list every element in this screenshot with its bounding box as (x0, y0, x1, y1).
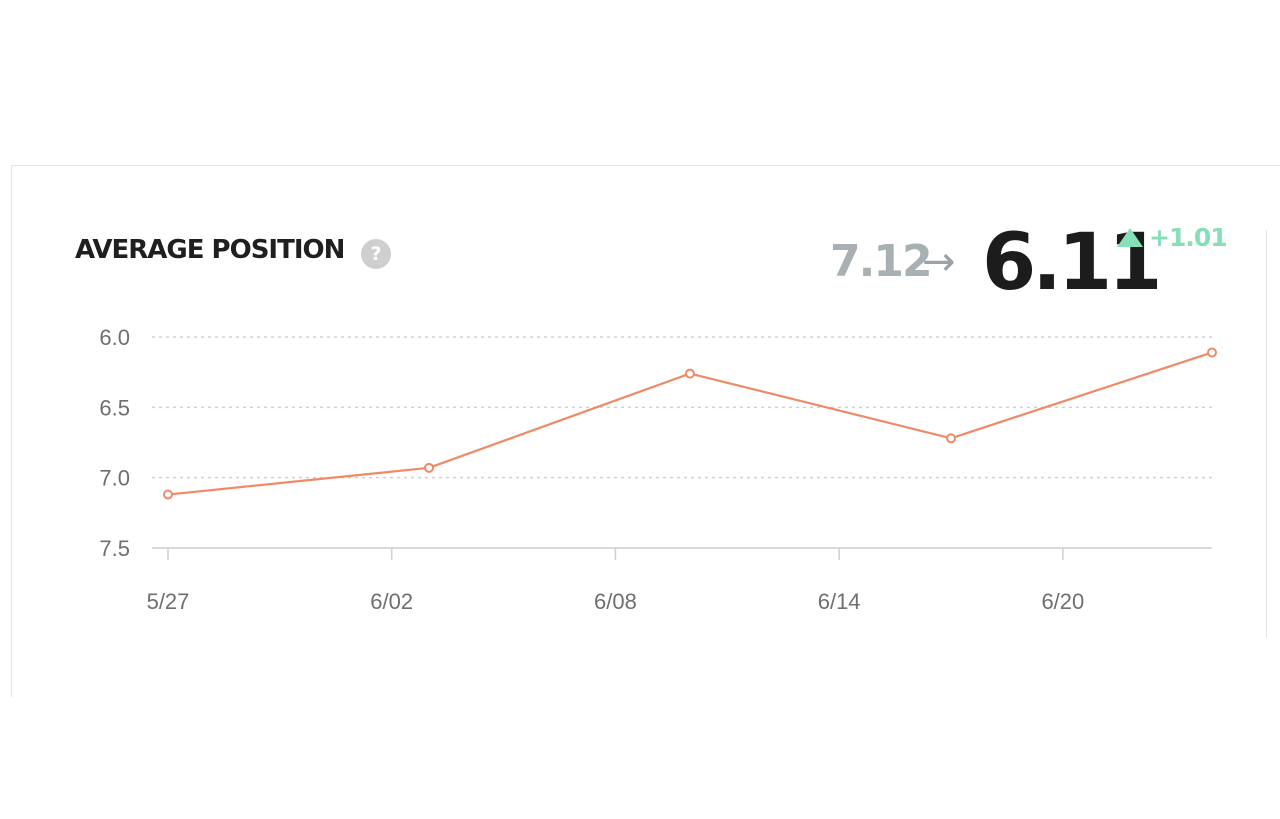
x-tick-label: 5/27 (147, 589, 190, 614)
previous-value: 7.12 (830, 236, 933, 287)
y-tick-label: 7.5 (99, 536, 130, 561)
data-point (1207, 347, 1217, 358)
chart-title: AVERAGE POSITION (75, 235, 345, 265)
question-mark-icon[interactable]: ? (361, 239, 391, 269)
triangle-up-icon (1117, 228, 1143, 247)
data-point (163, 489, 173, 500)
data-point (946, 433, 956, 444)
x-tick-label: 6/20 (1041, 589, 1084, 614)
arrow-right-icon: → (922, 239, 956, 285)
y-tick-label: 6.0 (99, 325, 130, 350)
x-tick-label: 6/02 (370, 589, 413, 614)
x-tick-label: 6/14 (818, 589, 861, 614)
x-tick-label: 6/08 (594, 589, 637, 614)
delta-value: +1.01 (1149, 223, 1228, 252)
card-divider (1266, 230, 1267, 638)
y-tick-label: 6.5 (99, 395, 130, 420)
data-point (424, 462, 434, 473)
chart-card (11, 165, 1280, 697)
data-point (685, 368, 695, 379)
y-tick-label: 7.0 (99, 466, 130, 491)
